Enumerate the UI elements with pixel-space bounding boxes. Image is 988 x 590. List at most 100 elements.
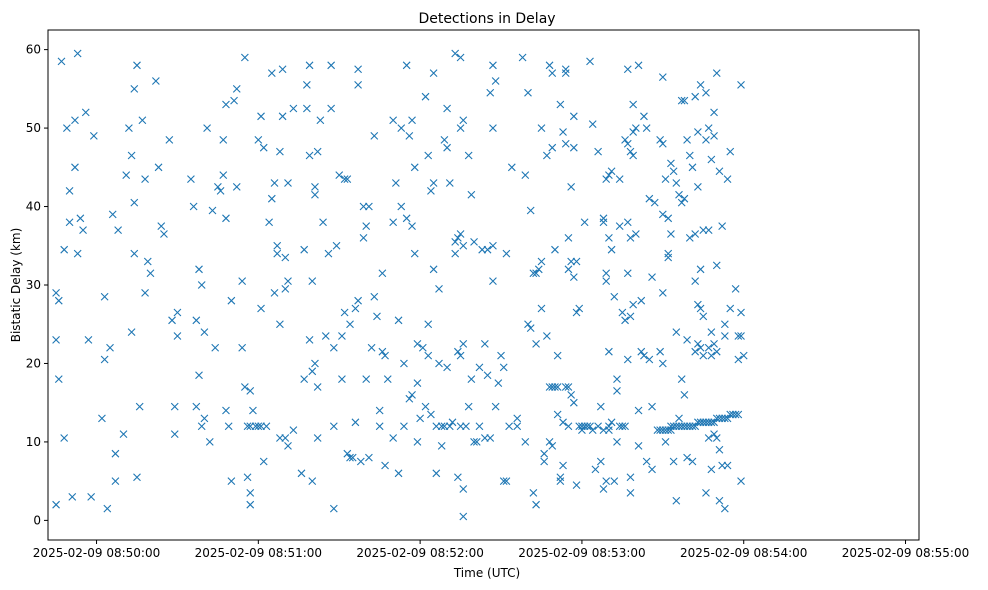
data-point — [453, 473, 462, 482]
data-point — [720, 504, 729, 513]
data-point — [402, 61, 411, 70]
data-point — [451, 249, 460, 258]
data-point — [567, 183, 576, 191]
data-point — [410, 249, 419, 258]
data-point — [111, 449, 120, 458]
data-point — [610, 292, 619, 301]
data-point — [551, 245, 559, 254]
data-point — [672, 496, 681, 505]
data-point — [278, 112, 287, 121]
data-point — [502, 249, 511, 258]
data-point — [602, 269, 611, 278]
data-point — [691, 230, 700, 238]
data-point — [130, 198, 139, 207]
data-point — [559, 128, 567, 136]
data-point — [418, 343, 427, 352]
data-point — [658, 359, 667, 368]
data-point — [626, 147, 635, 156]
data-point — [284, 441, 292, 450]
data-point — [246, 489, 255, 497]
data-point — [578, 426, 586, 435]
data-point — [532, 269, 540, 278]
x-tick-label: 2025-02-09 08:50:00 — [33, 546, 160, 560]
x-tick-label: 2025-02-09 08:51:00 — [195, 546, 322, 560]
data-point — [537, 124, 546, 132]
data-point — [664, 249, 673, 258]
data-point — [335, 171, 344, 180]
data-point — [699, 351, 708, 360]
data-point — [381, 351, 389, 360]
data-point — [200, 328, 209, 336]
data-point — [305, 151, 314, 160]
y-axis: 0 10 20 30 40 50 60 — [26, 43, 48, 527]
data-point — [394, 469, 403, 478]
data-point — [127, 151, 136, 160]
data-point — [103, 504, 112, 513]
data-point — [308, 367, 317, 376]
data-point — [677, 198, 686, 207]
x-tick-label: 2025-02-09 08:54:00 — [680, 546, 807, 560]
data-point — [197, 422, 206, 431]
data-point — [572, 257, 581, 266]
data-point — [453, 234, 462, 242]
data-point — [564, 265, 573, 274]
data-point — [605, 347, 613, 356]
data-point — [680, 194, 689, 203]
data-point — [658, 210, 667, 219]
data-point — [642, 457, 651, 466]
data-point — [658, 288, 667, 297]
data-point — [683, 336, 691, 344]
data-point — [391, 179, 400, 187]
data-point — [723, 461, 732, 470]
data-point — [559, 418, 567, 427]
data-point — [52, 288, 60, 297]
data-point — [445, 422, 454, 431]
data-point — [276, 320, 284, 329]
data-point — [270, 288, 279, 297]
data-point — [54, 296, 63, 305]
data-point — [605, 171, 613, 180]
data-point — [340, 308, 349, 317]
data-point — [599, 218, 608, 227]
data-point — [672, 179, 681, 187]
data-point — [408, 116, 416, 125]
data-point — [338, 332, 346, 340]
data-point — [677, 96, 686, 105]
data-point — [586, 57, 594, 66]
data-point — [564, 422, 573, 431]
data-point — [564, 383, 573, 391]
data-point — [561, 383, 570, 391]
data-point — [629, 300, 638, 309]
data-point — [626, 473, 635, 482]
data-point — [526, 206, 535, 215]
data-point — [707, 418, 716, 427]
data-point — [437, 441, 446, 450]
data-point — [394, 316, 403, 325]
data-point — [567, 390, 576, 399]
data-point — [219, 135, 228, 144]
data-point — [98, 414, 106, 423]
plot-frame — [47, 29, 920, 541]
data-point — [168, 316, 176, 325]
x-axis: 2025-02-09 08:50:00 2025-02-09 08:51:00 20… — [33, 540, 969, 560]
data-point — [621, 422, 629, 431]
data-point — [591, 465, 600, 474]
data-point — [81, 108, 90, 117]
data-point — [521, 171, 530, 180]
data-point — [556, 477, 565, 486]
data-point — [195, 265, 203, 274]
data-point — [605, 234, 613, 242]
data-point — [297, 469, 306, 478]
data-point — [400, 359, 408, 368]
data-point — [459, 339, 468, 348]
data-point — [586, 422, 594, 431]
data-point — [691, 92, 700, 101]
data-point — [494, 379, 503, 387]
data-point — [87, 492, 96, 501]
data-point — [610, 477, 619, 486]
data-point — [429, 265, 438, 274]
data-point — [311, 359, 319, 368]
data-point — [524, 88, 532, 97]
data-point — [240, 383, 249, 391]
data-point — [691, 422, 700, 431]
